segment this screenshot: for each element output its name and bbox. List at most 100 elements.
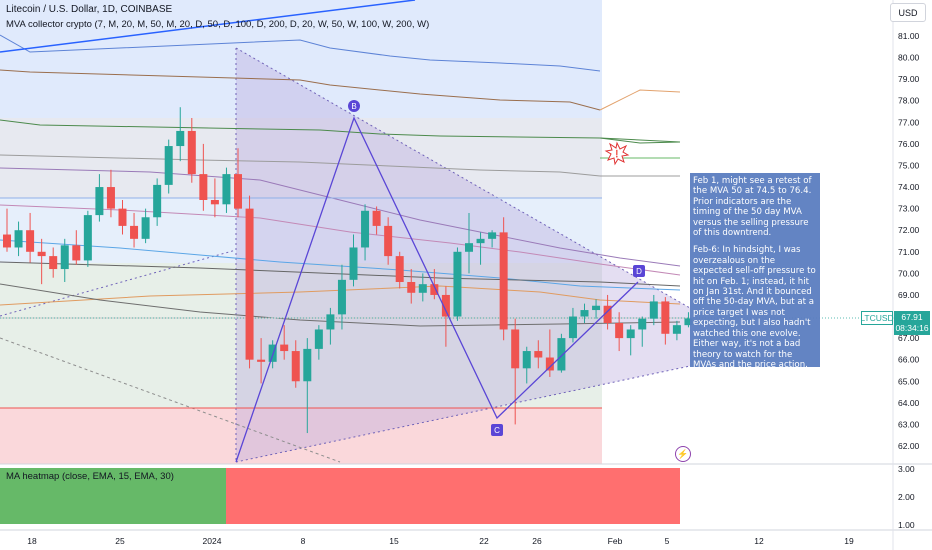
candle-body [626, 329, 635, 339]
candle-body [153, 184, 162, 218]
candle-body [314, 329, 323, 349]
price-tick-label: 76.00 [898, 139, 920, 149]
candle-body [49, 256, 58, 270]
candle-body [372, 210, 381, 226]
candle-body [245, 208, 254, 360]
time-tick-label: 15 [389, 536, 399, 546]
heatmap-tick-label: 3.00 [898, 464, 915, 474]
candle-body [176, 130, 185, 147]
indicator-legend[interactable]: MVA collector crypto (7, M, 20, M, 50, M… [6, 19, 430, 30]
candle-body [407, 282, 416, 293]
price-tick-label: 79.00 [898, 74, 920, 84]
pattern-label-d: D [633, 265, 645, 277]
candle-body [441, 294, 450, 317]
candle-body [130, 225, 139, 239]
price-tick-label: 67.00 [898, 333, 920, 343]
price-tick-label: 62.00 [898, 441, 920, 451]
time-tick-label: 8 [301, 536, 306, 546]
candle-body [37, 251, 46, 257]
time-tick-label: 12 [754, 536, 764, 546]
lightning-icon[interactable]: ⚡ [675, 446, 691, 462]
alert-burst-icon[interactable]: ❗ [604, 141, 630, 166]
candle-body [638, 318, 647, 330]
candle-body [580, 310, 589, 317]
candle-body [83, 215, 92, 261]
price-tick-label: 71.00 [898, 247, 920, 257]
candle-body [349, 247, 358, 280]
triangle-pattern-fill [236, 48, 690, 462]
candle-body [522, 351, 531, 369]
heatmap-red-band [226, 468, 680, 524]
price-tick-label: 66.00 [898, 355, 920, 365]
candle-body [672, 325, 681, 334]
candle-body [557, 338, 566, 371]
candle-body [326, 314, 335, 330]
triangle-edge-upper [235, 47, 691, 309]
candle-body [418, 284, 427, 293]
candle-body [603, 305, 612, 323]
candle-body [384, 225, 393, 257]
old-trendline-dashed [0, 337, 341, 463]
candle-body [3, 234, 11, 248]
heatmap-axis: 3.00 2.00 1.00 [898, 464, 915, 530]
time-tick-label: 18 [27, 536, 37, 546]
candle-body [280, 344, 289, 352]
time-tick-label: 5 [665, 536, 670, 546]
price-tick-label: 77.00 [898, 117, 920, 127]
candle-body [187, 130, 196, 175]
candle-body [568, 316, 577, 339]
range-band-red [0, 408, 602, 464]
currency-button[interactable]: USD [890, 3, 926, 22]
price-tick-label: 69.00 [898, 290, 920, 300]
heatmap-tick-label: 1.00 [898, 520, 915, 530]
candle-body [257, 359, 266, 362]
candle-body [118, 208, 127, 226]
candle-body [534, 351, 543, 358]
candle-body [476, 238, 485, 244]
candle-body [361, 210, 370, 248]
heatmap-legend[interactable]: MA heatmap (close, EMA, 15, EMA, 30) [6, 471, 174, 482]
candle-body [234, 174, 242, 209]
candle-body [615, 323, 624, 339]
candle-body [164, 146, 173, 185]
candle-body [545, 357, 554, 371]
candlestick-series [3, 107, 693, 434]
price-tick-label: 75.00 [898, 160, 920, 170]
candle-body [199, 174, 208, 200]
time-tick-label: 19 [844, 536, 854, 546]
candle-body [465, 243, 473, 252]
candle-body [72, 245, 81, 261]
pattern-label-d-text: D [636, 267, 642, 276]
candle-body [210, 200, 219, 205]
candle-body [303, 348, 312, 382]
time-tick-label: 2024 [203, 536, 222, 546]
candle-body [661, 301, 670, 334]
triangle-edge-lower [235, 365, 691, 463]
candle-body [430, 284, 439, 295]
candle-body [26, 230, 35, 252]
time-axis[interactable]: 18 25 2024 8 15 22 26 Feb 5 12 19 [27, 536, 854, 546]
time-tick-label: 25 [115, 536, 125, 546]
candle-body [592, 305, 601, 311]
chart-title: Litecoin / U.S. Dollar, 1D, COINBASE [6, 4, 173, 15]
price-tick-label: 81.00 [898, 31, 920, 41]
candle-body [60, 245, 69, 270]
annotation-note[interactable]: Feb 1, might see a retest of the MVA 50 … [690, 173, 820, 367]
candle-body [511, 329, 520, 369]
note-paragraph-3: Either way, it's not a bad theory to wat… [693, 339, 808, 367]
candle-body [291, 351, 300, 382]
svg-text:❗: ❗ [613, 149, 622, 158]
candle-body [14, 230, 23, 248]
pattern-label-c: C [491, 424, 503, 436]
range-band-blue [0, 0, 602, 118]
trendline-left-upper [0, 249, 237, 317]
price-axis[interactable]: 81.00 80.00 79.00 78.00 77.00 76.00 75.00 74.00… [898, 31, 920, 451]
pattern-label-b-text: B [351, 102, 356, 111]
candle-body [684, 318, 693, 326]
candle-body [453, 251, 462, 317]
candle-body [649, 301, 658, 319]
candle-body [395, 256, 404, 282]
price-tick-label: 80.00 [898, 53, 920, 63]
price-tick-label: 72.00 [898, 225, 920, 235]
